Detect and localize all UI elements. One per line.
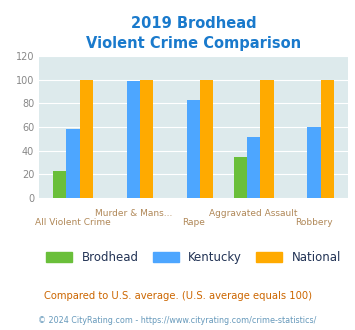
Legend: Brodhead, Kentucky, National: Brodhead, Kentucky, National: [41, 247, 346, 269]
Text: Rape: Rape: [182, 218, 205, 227]
Text: Compared to U.S. average. (U.S. average equals 100): Compared to U.S. average. (U.S. average …: [44, 291, 311, 301]
Text: © 2024 CityRating.com - https://www.cityrating.com/crime-statistics/: © 2024 CityRating.com - https://www.city…: [38, 316, 317, 325]
Bar: [53, 171, 66, 198]
Text: Murder & Mans...: Murder & Mans...: [94, 209, 172, 218]
Text: All Violent Crime: All Violent Crime: [35, 218, 111, 227]
Bar: [80, 80, 93, 198]
Bar: [234, 157, 247, 198]
Text: Robbery: Robbery: [295, 218, 333, 227]
Bar: [187, 100, 200, 198]
Bar: [247, 137, 260, 198]
Title: 2019 Brodhead
Violent Crime Comparison: 2019 Brodhead Violent Crime Comparison: [86, 16, 301, 51]
Bar: [321, 80, 334, 198]
Bar: [307, 127, 321, 198]
Bar: [127, 81, 140, 198]
Bar: [260, 80, 274, 198]
Bar: [200, 80, 213, 198]
Text: Aggravated Assault: Aggravated Assault: [209, 209, 298, 218]
Bar: [140, 80, 153, 198]
Bar: [66, 129, 80, 198]
